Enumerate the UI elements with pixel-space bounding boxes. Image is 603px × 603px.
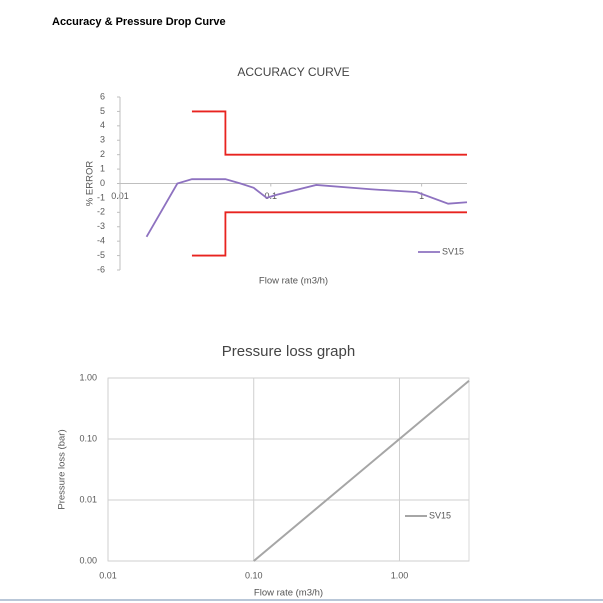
chart-title: ACCURACY CURVE xyxy=(237,65,349,79)
series-line xyxy=(191,110,467,156)
y-tick-label: -3 xyxy=(97,221,105,231)
series-line xyxy=(191,211,467,257)
y-tick-label: 1 xyxy=(100,163,105,173)
y-tick-label: 2 xyxy=(100,149,105,159)
y-tick-label: 4 xyxy=(100,120,105,130)
y-axis-label: Pressure loss (bar) xyxy=(57,429,68,509)
x-axis-label: Flow rate (m3/h) xyxy=(259,276,328,287)
y-tick-label: 0 xyxy=(100,178,105,188)
y-tick-label: 1.00 xyxy=(79,372,97,382)
y-tick-label: 0.00 xyxy=(79,555,97,565)
legend-label: SV15 xyxy=(429,510,451,520)
x-axis-label: Flow rate (m3/h) xyxy=(254,588,323,599)
y-tick-label: -1 xyxy=(97,192,105,202)
x-tick-label: 1 xyxy=(419,191,424,201)
y-axis-label: % ERROR xyxy=(85,161,96,207)
series-line xyxy=(253,380,470,562)
series-line xyxy=(145,178,468,238)
x-tick-label: 0.10 xyxy=(245,570,263,580)
y-tick-label: 0.10 xyxy=(79,433,97,443)
y-tick-label: -6 xyxy=(97,264,105,274)
y-tick-label: 3 xyxy=(100,135,105,145)
y-tick-label: 5 xyxy=(100,106,105,116)
chart-title: Pressure loss graph xyxy=(222,343,355,360)
x-tick-label: 1.00 xyxy=(391,570,409,580)
y-tick-label: -4 xyxy=(97,236,105,246)
legend-label: SV15 xyxy=(442,246,464,256)
x-tick-label: 0.01 xyxy=(99,570,117,580)
page-title: Accuracy & Pressure Drop Curve xyxy=(52,16,226,28)
plot-frame xyxy=(107,377,470,562)
y-tick-label: 0.01 xyxy=(79,494,97,504)
y-tick-label: -5 xyxy=(97,250,105,260)
y-tick-label: -2 xyxy=(97,207,105,217)
y-tick-label: 6 xyxy=(100,91,105,101)
